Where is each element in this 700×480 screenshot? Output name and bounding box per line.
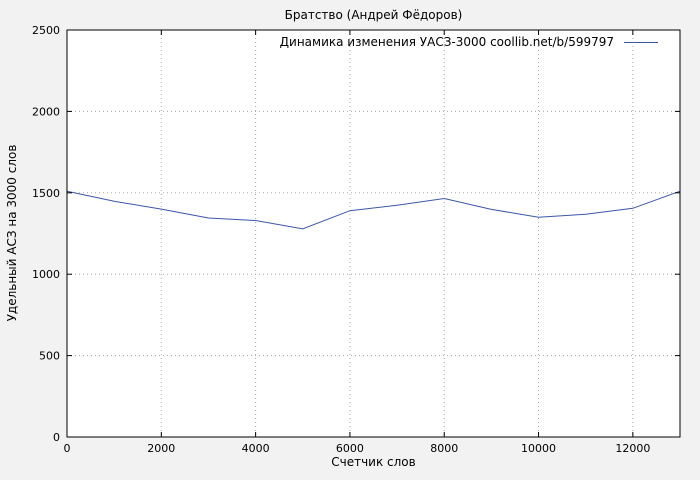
y-tick-label: 2000 bbox=[32, 105, 60, 118]
y-tick-label: 0 bbox=[53, 431, 60, 444]
y-tick-label: 2500 bbox=[32, 24, 60, 37]
y-tick-label: 1500 bbox=[32, 187, 60, 200]
x-tick-label: 12000 bbox=[615, 442, 650, 455]
y-axis-label: Удельный АСЗ на 3000 слов bbox=[5, 144, 19, 322]
x-tick-label: 6000 bbox=[336, 442, 364, 455]
legend: Динамика изменения УАСЗ-3000 coollib.net… bbox=[280, 35, 658, 49]
x-axis-label: Счетчик слов bbox=[331, 455, 416, 469]
plot-border bbox=[66, 29, 681, 438]
plot-background bbox=[67, 30, 680, 437]
legend-label: Динамика изменения УАСЗ-3000 coollib.net… bbox=[279, 35, 614, 49]
data-line-series bbox=[66, 190, 681, 230]
x-tick-label: 2000 bbox=[147, 442, 175, 455]
y-tick-label: 500 bbox=[39, 350, 60, 363]
x-tick-label: 10000 bbox=[521, 442, 556, 455]
x-tick-label: 4000 bbox=[242, 442, 270, 455]
x-tick-label: 8000 bbox=[430, 442, 458, 455]
y-tick-label: 1000 bbox=[32, 268, 60, 281]
legend-line-sample bbox=[624, 41, 658, 43]
chart-title: Братство (Андрей Фёдоров) bbox=[284, 8, 463, 22]
x-tick-label: 0 bbox=[64, 442, 71, 455]
